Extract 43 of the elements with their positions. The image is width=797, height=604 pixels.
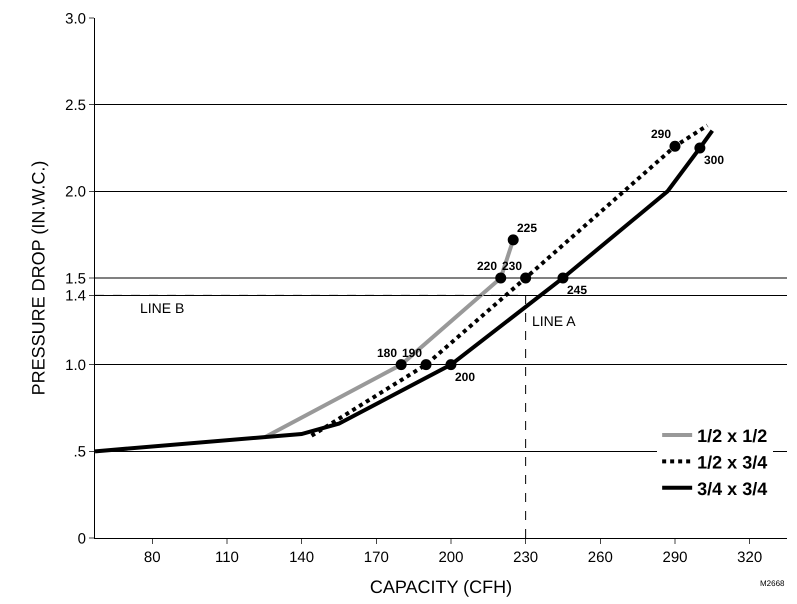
- y-tick-label: 3.0: [65, 10, 86, 28]
- annotation: 300: [704, 153, 724, 167]
- annotation: 290: [651, 127, 672, 141]
- legend-label: 1/2 x 1/2: [697, 426, 768, 446]
- x-tick-label: 170: [364, 549, 389, 566]
- point: [669, 140, 680, 152]
- point: [694, 142, 706, 154]
- annotation: 180: [377, 346, 398, 360]
- point: [495, 272, 506, 284]
- x-tick-label: 80: [144, 549, 161, 566]
- point: [520, 272, 532, 284]
- y-tick-label: 2.0: [65, 184, 86, 201]
- annotation: 230: [502, 259, 522, 273]
- x-tick-label: 140: [289, 549, 314, 566]
- x-tick-label: 110: [214, 549, 239, 566]
- x-tick-label: 260: [588, 549, 613, 566]
- y-tick-label: 1.4: [65, 288, 86, 305]
- y-tick-label: 0: [78, 530, 86, 548]
- y-tick-label: .5: [73, 444, 86, 461]
- x-tick-label: 290: [662, 549, 688, 566]
- point: [508, 234, 519, 246]
- point: [396, 359, 407, 370]
- x-tick-label: 200: [438, 549, 464, 566]
- ref-line-label: LINE B: [140, 300, 184, 316]
- y-axis-title: PRESSURE DROP (IN.W.C.): [28, 160, 48, 396]
- x-tick-label: 230: [513, 549, 538, 566]
- annotation: 200: [455, 370, 476, 384]
- annotation: 245: [567, 283, 588, 297]
- text: M2668: [760, 579, 786, 588]
- annotation: 220: [477, 259, 498, 273]
- x-tick-label: 320: [737, 549, 762, 566]
- ref-line-label: LINE A: [532, 313, 576, 329]
- legend-label: 3/4 x 3/4: [697, 478, 768, 499]
- legend-label: 1/2 x 3/4: [697, 452, 768, 472]
- point: [445, 359, 456, 370]
- point: [420, 359, 432, 370]
- point: [557, 272, 568, 284]
- y-tick-label: 1.0: [65, 356, 86, 374]
- annotation: 225: [517, 221, 538, 235]
- annotation: 190: [402, 346, 422, 360]
- y-tick-label: 1.5: [65, 270, 86, 288]
- x-axis-title: CAPACITY (CFH): [370, 577, 512, 598]
- y-tick-label: 2.5: [65, 96, 86, 114]
